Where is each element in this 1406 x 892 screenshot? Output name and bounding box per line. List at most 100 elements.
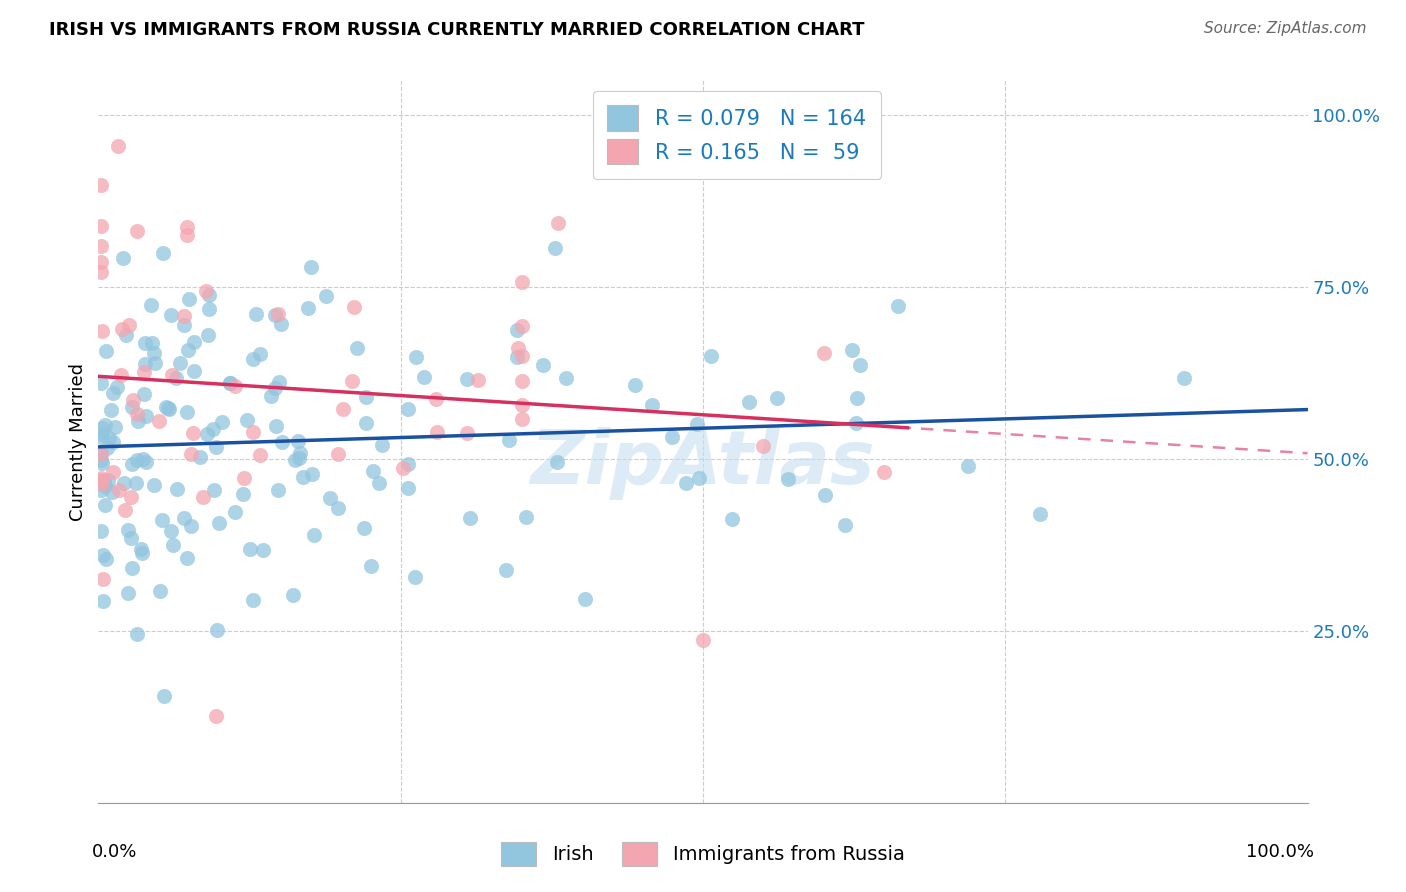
Point bbox=[190, 450, 212, 464]
Text: Source: ZipAtlas.com: Source: ZipAtlas.com bbox=[1204, 21, 1367, 37]
Point bbox=[405, 350, 427, 364]
Point bbox=[173, 309, 195, 323]
Point bbox=[555, 371, 578, 385]
Point bbox=[110, 322, 132, 336]
Point bbox=[143, 346, 166, 360]
Point bbox=[287, 434, 309, 449]
Point bbox=[510, 350, 533, 364]
Point bbox=[176, 550, 198, 565]
Point bbox=[506, 350, 529, 364]
Point bbox=[841, 343, 863, 357]
Point bbox=[242, 425, 264, 440]
Point bbox=[224, 505, 246, 519]
Point bbox=[249, 347, 271, 361]
Point bbox=[956, 458, 979, 473]
Point bbox=[103, 465, 125, 479]
Point bbox=[148, 414, 170, 428]
Point bbox=[814, 488, 837, 502]
Point bbox=[456, 371, 478, 385]
Point bbox=[515, 509, 537, 524]
Point bbox=[252, 542, 274, 557]
Point bbox=[90, 524, 112, 538]
Point bbox=[242, 593, 264, 607]
Point bbox=[141, 335, 163, 350]
Point bbox=[101, 435, 124, 450]
Point bbox=[125, 224, 148, 238]
Point bbox=[688, 471, 710, 485]
Point bbox=[103, 419, 125, 434]
Point bbox=[132, 451, 155, 466]
Point bbox=[90, 470, 112, 484]
Point bbox=[132, 387, 155, 401]
Point bbox=[624, 378, 647, 392]
Point bbox=[315, 289, 337, 303]
Point bbox=[641, 398, 664, 412]
Point bbox=[202, 422, 225, 436]
Point bbox=[183, 426, 205, 441]
Legend: Irish, Immigrants from Russia: Irish, Immigrants from Russia bbox=[494, 834, 912, 873]
Point bbox=[766, 391, 789, 405]
Point bbox=[183, 364, 205, 378]
Point bbox=[297, 301, 319, 315]
Point bbox=[90, 446, 112, 460]
Point bbox=[98, 432, 121, 446]
Point bbox=[205, 440, 228, 454]
Point bbox=[396, 457, 419, 471]
Point bbox=[169, 356, 191, 370]
Point bbox=[506, 342, 529, 356]
Point bbox=[846, 391, 869, 405]
Point bbox=[346, 341, 368, 355]
Point bbox=[392, 460, 415, 475]
Point bbox=[720, 512, 742, 526]
Point bbox=[361, 464, 384, 478]
Point bbox=[157, 401, 180, 416]
Point bbox=[107, 139, 129, 153]
Point bbox=[264, 308, 287, 322]
Point bbox=[131, 546, 153, 560]
Point bbox=[125, 627, 148, 641]
Point bbox=[120, 531, 142, 545]
Point bbox=[685, 417, 707, 432]
Point bbox=[180, 518, 202, 533]
Point bbox=[90, 178, 112, 193]
Point bbox=[156, 401, 179, 415]
Point bbox=[208, 516, 231, 531]
Point bbox=[245, 307, 267, 321]
Point bbox=[531, 358, 554, 372]
Point bbox=[426, 425, 449, 439]
Point bbox=[96, 441, 118, 455]
Point bbox=[197, 327, 219, 342]
Point bbox=[260, 389, 283, 403]
Text: 0.0%: 0.0% bbox=[93, 843, 138, 861]
Point bbox=[159, 308, 181, 322]
Point bbox=[299, 260, 322, 274]
Point bbox=[288, 451, 311, 466]
Point bbox=[153, 689, 176, 703]
Point bbox=[360, 559, 382, 574]
Point bbox=[121, 393, 143, 408]
Text: 100.0%: 100.0% bbox=[1246, 843, 1313, 861]
Point bbox=[160, 368, 183, 383]
Point bbox=[91, 594, 114, 608]
Point bbox=[342, 300, 364, 314]
Point bbox=[319, 491, 342, 506]
Point bbox=[121, 560, 143, 574]
Point bbox=[845, 416, 868, 430]
Point bbox=[127, 414, 149, 428]
Point bbox=[873, 465, 896, 479]
Point bbox=[176, 228, 198, 243]
Point bbox=[120, 490, 142, 504]
Point bbox=[233, 470, 256, 484]
Point bbox=[94, 343, 117, 358]
Point bbox=[291, 470, 314, 484]
Point bbox=[90, 447, 112, 461]
Point bbox=[211, 416, 233, 430]
Point bbox=[194, 284, 217, 298]
Point bbox=[281, 588, 304, 602]
Point bbox=[834, 518, 856, 533]
Point bbox=[301, 467, 323, 482]
Y-axis label: Currently Married: Currently Married bbox=[69, 362, 87, 521]
Point bbox=[105, 380, 128, 394]
Point bbox=[249, 448, 271, 462]
Point bbox=[127, 407, 149, 421]
